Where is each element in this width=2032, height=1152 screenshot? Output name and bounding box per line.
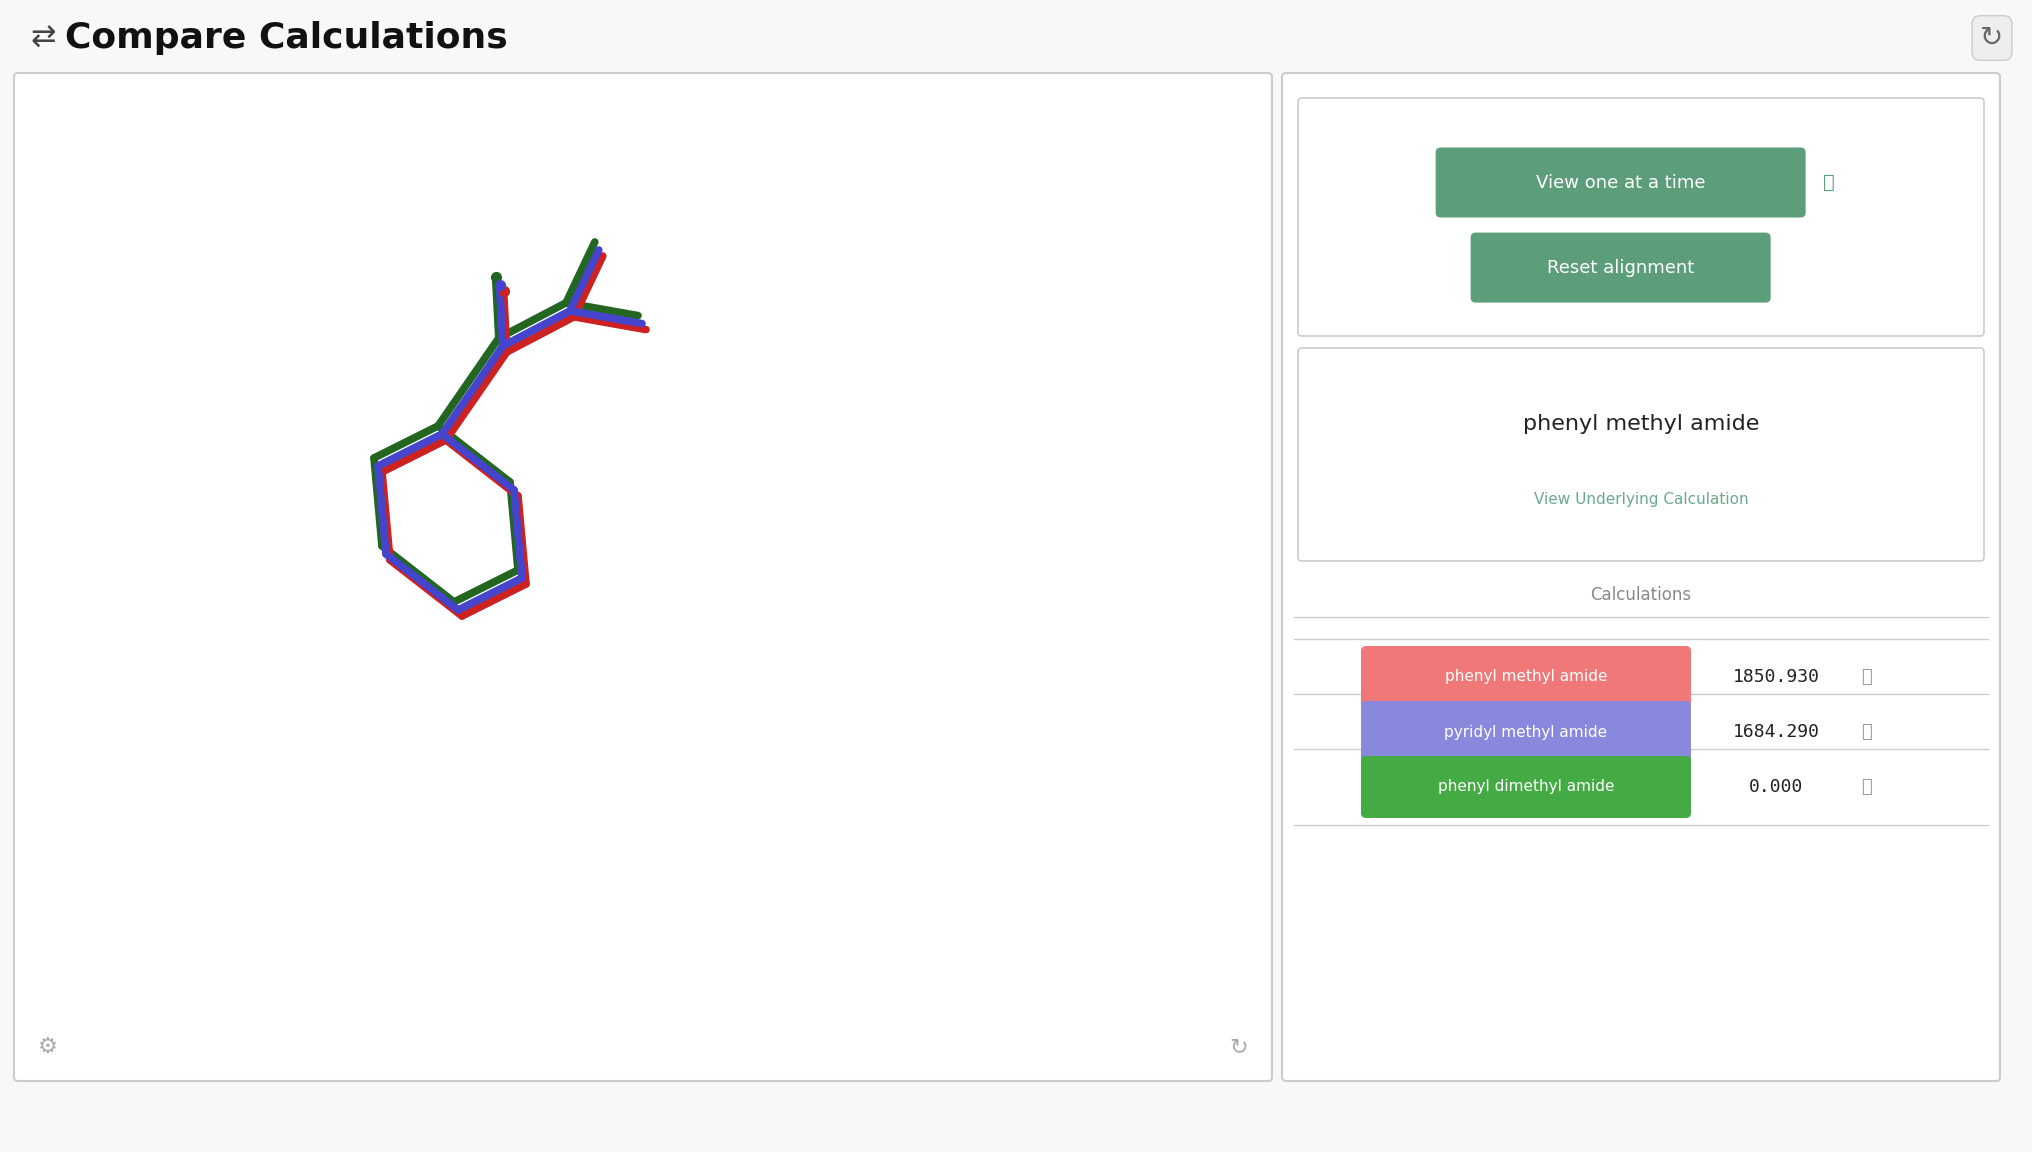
Text: View Underlying Calculation: View Underlying Calculation: [1534, 492, 1748, 507]
Text: pyridyl methyl amide: pyridyl methyl amide: [1445, 725, 1607, 740]
Text: phenyl methyl amide: phenyl methyl amide: [1445, 669, 1607, 684]
FancyBboxPatch shape: [1298, 98, 1983, 336]
FancyBboxPatch shape: [1361, 646, 1691, 708]
FancyBboxPatch shape: [1437, 147, 1806, 218]
FancyBboxPatch shape: [1361, 702, 1691, 763]
Text: Compare Calculations: Compare Calculations: [65, 21, 508, 55]
Text: Reset alignment: Reset alignment: [1546, 258, 1695, 276]
Text: ⧉: ⧉: [1861, 668, 1871, 685]
Text: phenyl methyl amide: phenyl methyl amide: [1522, 414, 1760, 434]
Text: 1684.290: 1684.290: [1733, 723, 1819, 741]
Text: ⧉: ⧉: [1861, 778, 1871, 796]
Text: ⓘ: ⓘ: [1823, 173, 1835, 192]
Text: Calculations: Calculations: [1591, 586, 1691, 604]
Text: ↻: ↻: [1981, 24, 2004, 52]
Text: View one at a time: View one at a time: [1536, 174, 1705, 191]
Text: 1850.930: 1850.930: [1733, 668, 1819, 685]
FancyBboxPatch shape: [1361, 756, 1691, 818]
FancyBboxPatch shape: [1471, 233, 1770, 303]
Text: ⚙: ⚙: [39, 1037, 59, 1058]
Text: ⧉: ⧉: [1861, 723, 1871, 741]
Text: ↻: ↻: [1229, 1037, 1248, 1058]
FancyBboxPatch shape: [1282, 73, 1999, 1081]
Text: ⇄: ⇄: [30, 23, 55, 53]
Text: phenyl dimethyl amide: phenyl dimethyl amide: [1439, 780, 1613, 795]
Text: 0.000: 0.000: [1750, 778, 1802, 796]
FancyBboxPatch shape: [14, 73, 1272, 1081]
FancyBboxPatch shape: [1298, 348, 1983, 561]
